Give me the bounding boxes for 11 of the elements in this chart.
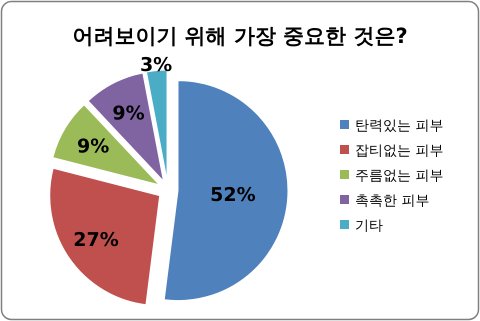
data-label: 9%: [112, 102, 145, 124]
legend-label: 기타: [355, 218, 383, 234]
chart-title: 어려보이기 위해 가장 중요한 것은?: [72, 24, 408, 48]
legend-label: 촉촉한 피부: [355, 193, 430, 209]
data-label: 27%: [73, 228, 119, 251]
legend-label: 잡티없는 피부: [355, 143, 444, 159]
data-label: 52%: [210, 184, 256, 206]
legend-label: 주름없는 피부: [355, 168, 444, 184]
data-label: 9%: [76, 136, 110, 158]
data-label: 3%: [140, 54, 172, 76]
legend-label: 탄력있는 피부: [355, 118, 444, 134]
